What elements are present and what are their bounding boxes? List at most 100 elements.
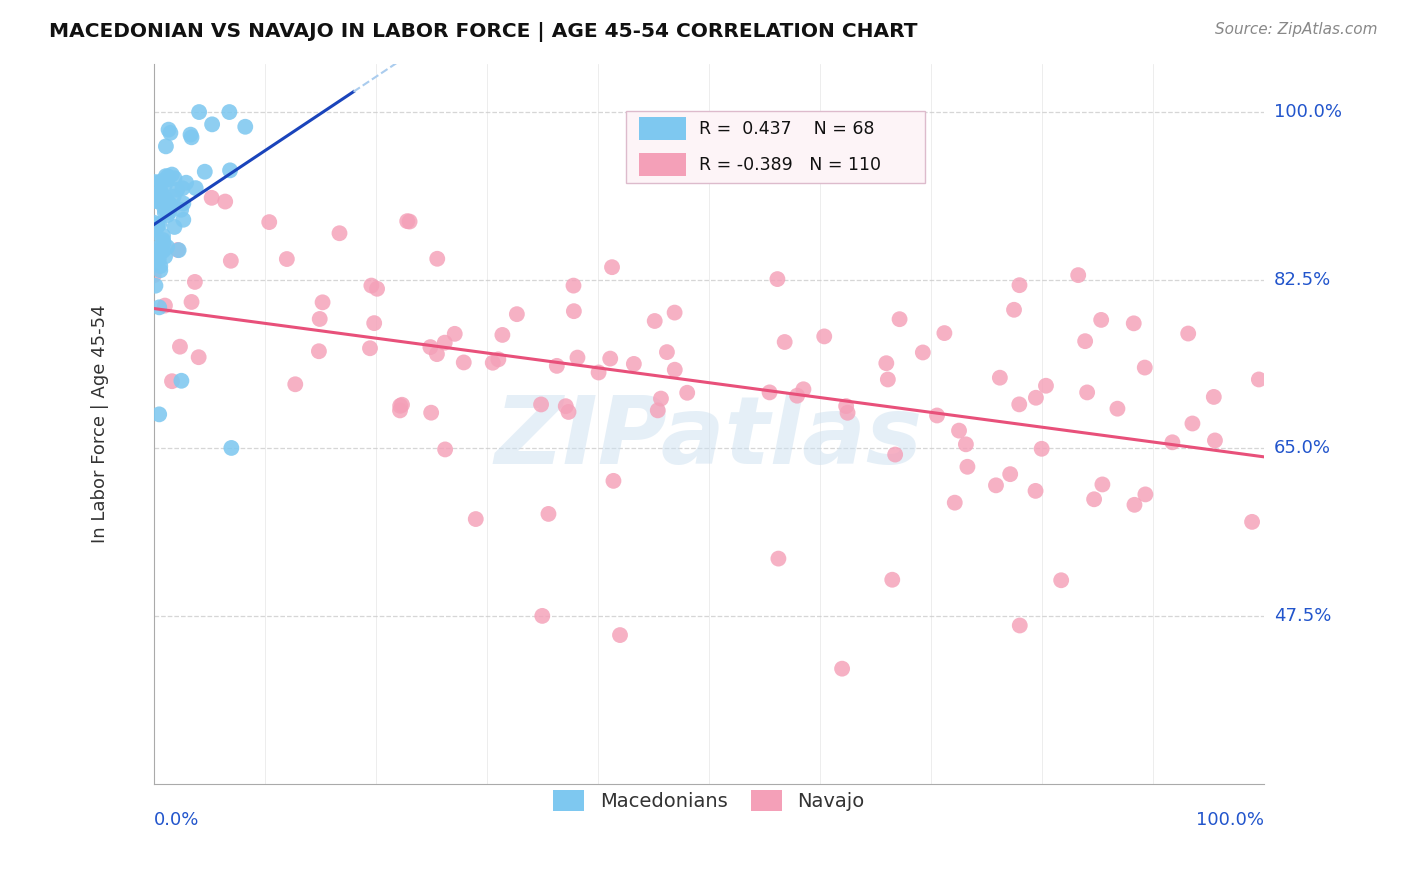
Point: [420, 406, 443, 420]
Point: [837, 406, 859, 420]
Point: [443, 326, 465, 341]
Text: 0.0%: 0.0%: [153, 811, 200, 830]
Point: [623, 357, 645, 371]
Point: [180, 295, 202, 310]
Point: [664, 362, 686, 376]
Point: [655, 345, 678, 359]
Point: [148, 408, 170, 422]
Point: [531, 608, 554, 623]
Point: [218, 105, 240, 120]
Point: [159, 198, 181, 212]
Point: [426, 347, 449, 361]
Point: [148, 217, 170, 231]
Point: [142, 268, 165, 283]
Point: [233, 120, 256, 134]
Point: [956, 459, 979, 474]
Point: [602, 474, 624, 488]
Point: [1135, 487, 1157, 501]
Point: [1008, 618, 1031, 632]
Point: [284, 377, 307, 392]
Text: Source: ZipAtlas.com: Source: ZipAtlas.com: [1215, 22, 1378, 37]
FancyBboxPatch shape: [638, 153, 686, 177]
Legend: Macedonians, Navajo: Macedonians, Navajo: [546, 782, 873, 819]
Point: [174, 176, 197, 190]
Point: [153, 201, 176, 215]
Point: [889, 312, 911, 326]
Point: [152, 244, 174, 258]
Point: [170, 374, 193, 388]
Point: [145, 278, 167, 293]
Point: [464, 512, 486, 526]
Point: [1123, 498, 1146, 512]
Point: [156, 169, 179, 184]
Point: [153, 299, 176, 313]
Point: [396, 214, 419, 228]
Point: [156, 240, 179, 254]
Point: [142, 225, 165, 239]
Point: [676, 385, 699, 400]
Point: [506, 307, 529, 321]
Point: [143, 187, 166, 202]
Point: [882, 573, 904, 587]
Point: [1202, 390, 1225, 404]
Point: [155, 139, 177, 153]
Text: 47.5%: 47.5%: [1274, 607, 1331, 625]
Point: [650, 392, 672, 406]
Point: [768, 551, 790, 566]
Point: [146, 219, 169, 234]
Point: [214, 194, 236, 209]
Point: [194, 165, 217, 179]
Point: [398, 214, 420, 228]
Point: [146, 188, 169, 202]
Point: [988, 370, 1011, 384]
Point: [308, 344, 330, 359]
Point: [157, 122, 180, 136]
Text: In Labor Force | Age 45-54: In Labor Force | Age 45-54: [91, 305, 110, 543]
Text: R =  0.437    N = 68: R = 0.437 N = 68: [699, 120, 875, 138]
Point: [1035, 378, 1057, 392]
Point: [876, 372, 898, 386]
Point: [1091, 477, 1114, 491]
Point: [308, 312, 330, 326]
Point: [172, 181, 194, 195]
Point: [786, 389, 808, 403]
Point: [1025, 483, 1047, 498]
Point: [391, 398, 413, 412]
Point: [1133, 360, 1156, 375]
Point: [875, 356, 897, 370]
Point: [155, 169, 177, 183]
Point: [180, 130, 202, 145]
Point: [562, 278, 585, 293]
Point: [163, 219, 186, 234]
Point: [1031, 442, 1053, 456]
Point: [142, 222, 165, 236]
Point: [150, 186, 173, 200]
Point: [1002, 302, 1025, 317]
Point: [160, 374, 183, 388]
Point: [159, 126, 181, 140]
Point: [146, 194, 169, 209]
Point: [150, 174, 173, 188]
Point: [201, 117, 224, 131]
Point: [644, 314, 666, 328]
Point: [419, 340, 441, 354]
Point: [647, 403, 669, 417]
Point: [152, 233, 174, 247]
Point: [588, 366, 610, 380]
Point: [1025, 391, 1047, 405]
Point: [1008, 397, 1031, 411]
Point: [311, 295, 333, 310]
Point: [1247, 372, 1270, 386]
Point: [1090, 313, 1112, 327]
Point: [984, 478, 1007, 492]
Text: ZIPatlas: ZIPatlas: [495, 392, 922, 484]
Point: [201, 191, 224, 205]
Point: [546, 359, 568, 373]
Point: [257, 215, 280, 229]
Point: [360, 278, 382, 293]
Point: [1083, 492, 1105, 507]
Point: [160, 168, 183, 182]
Point: [359, 341, 381, 355]
Point: [562, 304, 585, 318]
Point: [554, 399, 576, 413]
